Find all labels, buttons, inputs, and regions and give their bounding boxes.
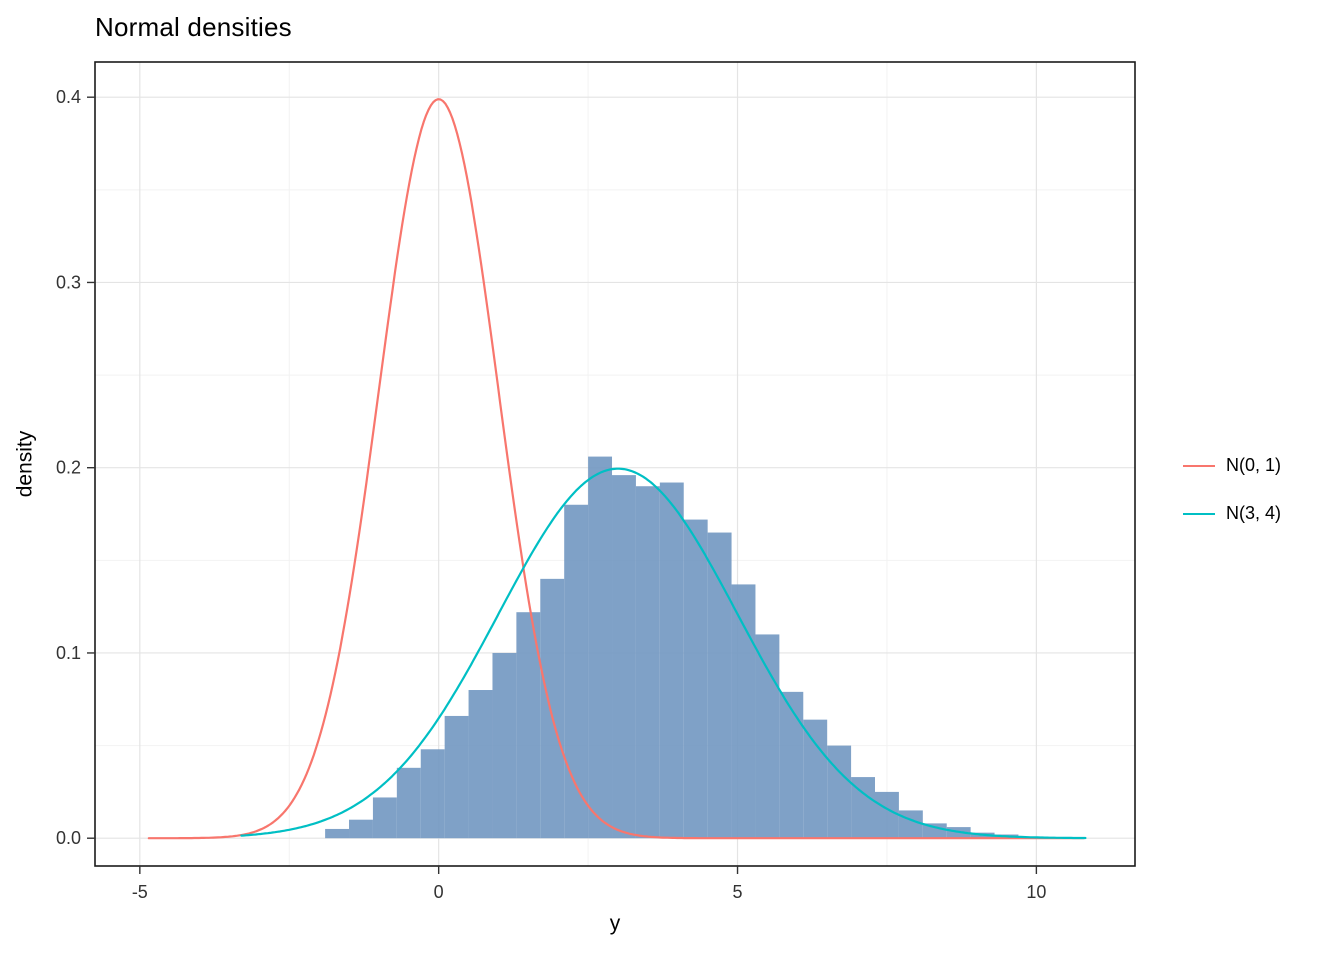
histogram-bar bbox=[372, 797, 397, 839]
y-axis-title: density bbox=[13, 430, 37, 498]
histogram-bar bbox=[803, 719, 828, 839]
histogram-bar bbox=[707, 532, 732, 839]
histogram-bar bbox=[612, 475, 636, 839]
histogram-bar bbox=[731, 584, 756, 839]
legend-item: N(3, 4) bbox=[1183, 503, 1281, 524]
histogram-bar bbox=[898, 810, 923, 839]
density-curve-1 bbox=[147, 98, 1085, 840]
y-tick-label: 0.0 bbox=[56, 828, 81, 848]
x-tick-label: 10 bbox=[1026, 882, 1046, 902]
histogram-bar bbox=[683, 519, 708, 839]
histogram-bar bbox=[396, 767, 421, 839]
histogram-bar bbox=[444, 715, 469, 839]
histogram-bar bbox=[588, 456, 613, 839]
x-tick-label: 5 bbox=[733, 882, 743, 902]
legend: N(0, 1) N(3, 4) bbox=[1183, 455, 1281, 524]
histogram-bar bbox=[755, 634, 780, 839]
histogram-bar bbox=[516, 612, 541, 839]
histogram-bar bbox=[468, 690, 493, 839]
histogram-bar bbox=[779, 691, 804, 839]
y-tick-label: 0.4 bbox=[56, 87, 81, 107]
histogram-bar bbox=[540, 578, 565, 839]
histogram-bar bbox=[325, 828, 350, 839]
y-tick-label: 0.2 bbox=[56, 458, 81, 478]
histogram-bar bbox=[875, 791, 899, 839]
histogram-bar bbox=[349, 819, 373, 839]
histogram-bar bbox=[492, 652, 517, 839]
y-tick-label: 0.3 bbox=[56, 272, 81, 292]
x-axis-title: y bbox=[609, 912, 621, 935]
x-tick-label: -5 bbox=[132, 882, 148, 902]
histogram-bar bbox=[922, 823, 947, 839]
histogram-bar bbox=[851, 777, 875, 839]
plot-title: Normal densities bbox=[95, 12, 292, 42]
panel-border bbox=[94, 61, 1136, 867]
legend-label: N(0, 1) bbox=[1226, 455, 1282, 475]
density-curve-2 bbox=[240, 467, 1087, 840]
legend-key-line bbox=[1183, 464, 1215, 467]
legend-label: N(3, 4) bbox=[1226, 503, 1282, 523]
y-tick-label: 0.1 bbox=[56, 643, 81, 663]
histogram-bar bbox=[827, 745, 852, 839]
histogram-bar bbox=[564, 504, 589, 839]
legend-key-line bbox=[1183, 512, 1215, 515]
histogram-bar bbox=[420, 749, 445, 839]
x-tick-label: 0 bbox=[434, 882, 444, 902]
histogram-bar bbox=[659, 482, 684, 839]
legend-item: N(0, 1) bbox=[1183, 455, 1281, 476]
histogram-bar bbox=[635, 486, 660, 839]
